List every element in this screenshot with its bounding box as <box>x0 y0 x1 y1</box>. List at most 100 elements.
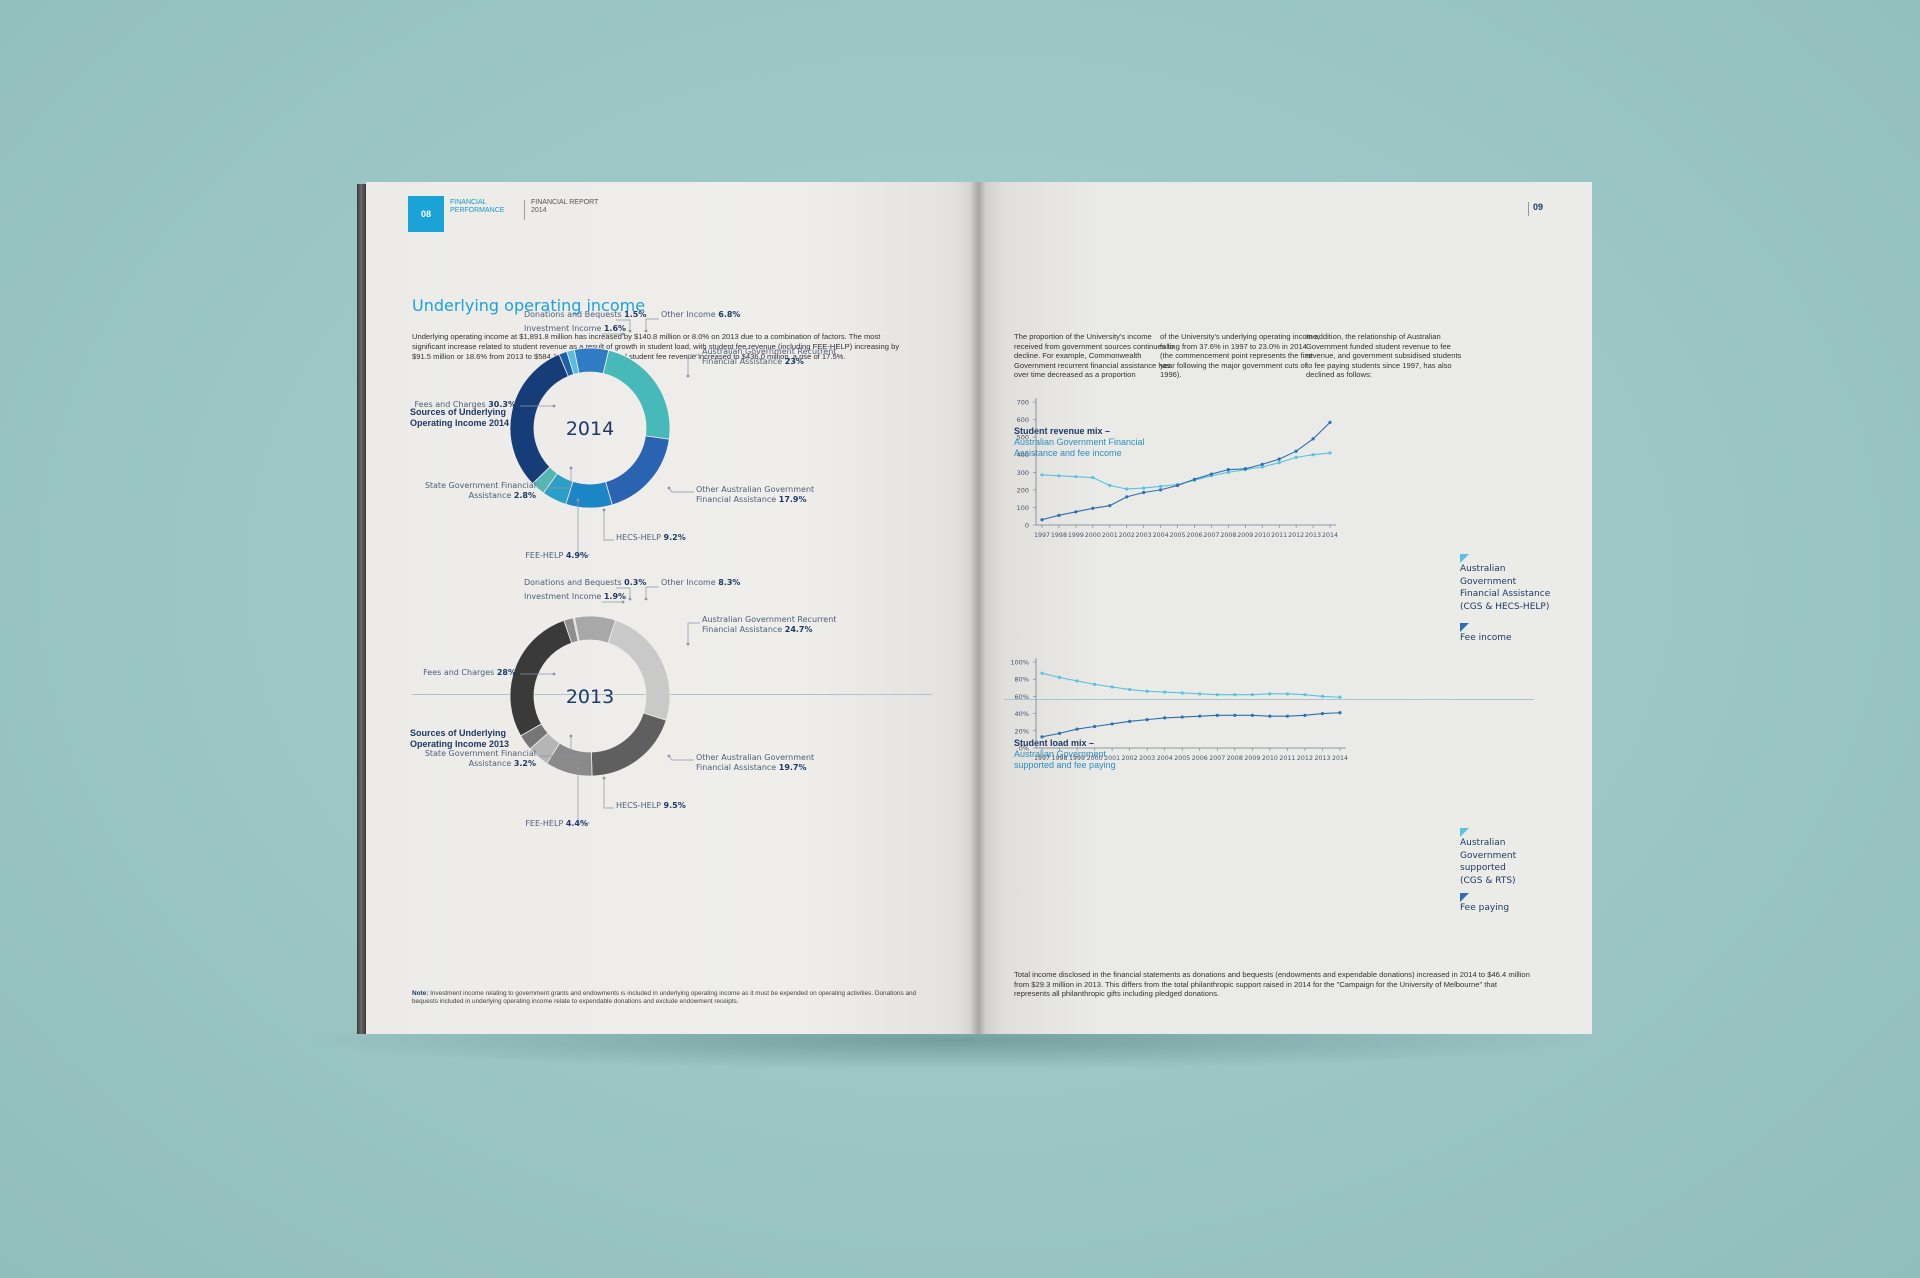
data-point <box>1250 693 1254 697</box>
donut-center-label: 2013 <box>566 686 614 708</box>
leader-line <box>603 510 614 541</box>
data-point <box>1142 490 1146 495</box>
donut-label-3: Australian Government Recurrent Financial… <box>702 615 836 634</box>
data-point <box>1158 484 1163 488</box>
donut-label-0: Donations and Bequests 1.5% <box>524 310 646 319</box>
leader-dot <box>686 374 690 378</box>
load-chart-subtitle-2: supported and fee paying <box>1014 760 1116 770</box>
x-tick-label: 2001 <box>1102 532 1118 539</box>
legend-fee: Fee income <box>1460 633 1512 643</box>
data-point <box>1110 685 1114 689</box>
x-tick-label: 1997 <box>1034 532 1050 539</box>
legend-supported-line4: (CGS & RTS) <box>1460 875 1516 886</box>
data-point <box>1294 455 1298 459</box>
donut-label-2: Other Income 8.3% <box>661 578 740 587</box>
data-point <box>1320 712 1325 716</box>
series-line-1 <box>1041 421 1331 521</box>
y-tick-label: 0 <box>1025 522 1029 530</box>
data-point <box>1260 465 1264 469</box>
donut-label-1: Investment Income 1.9% <box>524 592 626 601</box>
data-point <box>1277 461 1281 465</box>
x-tick-label: 2000 <box>1085 532 1101 539</box>
x-tick-label: 2007 <box>1203 532 1219 539</box>
donut-slice-other-australian-government-financial-assistance <box>590 712 667 777</box>
data-point <box>1277 457 1281 461</box>
donut-2013-title-line2: Operating Income 2013 <box>410 739 510 749</box>
legend-supported-line2: Government <box>1460 850 1517 861</box>
data-point <box>1303 713 1307 717</box>
load-legend: Australian Government supported (CGS & R… <box>1460 828 1516 915</box>
data-point <box>1128 719 1132 723</box>
data-point <box>1311 437 1315 441</box>
x-tick-label: 2010 <box>1262 755 1278 762</box>
donut-label-8: FEE-HELP 4.4% <box>525 819 588 828</box>
leader-dot <box>569 734 573 738</box>
data-point <box>1233 713 1237 717</box>
leader-line <box>668 487 694 493</box>
data-point <box>1074 510 1078 514</box>
x-tick-label: 2005 <box>1174 755 1190 762</box>
revenue-chart-title: Student revenue mix – Australian Governm… <box>1014 426 1145 459</box>
leader-dot <box>569 466 573 470</box>
leader-dot <box>621 332 625 336</box>
x-tick-label: 1998 <box>1052 755 1068 762</box>
spine-shadow <box>970 182 986 1034</box>
right-page: 09 The proportion of the University's in… <box>978 182 1592 1034</box>
y-tick-label: 400 <box>1017 451 1029 459</box>
x-tick-label: 2003 <box>1136 532 1152 539</box>
legend-supported-line1: Australian <box>1460 838 1506 848</box>
data-point <box>1057 513 1061 517</box>
data-point <box>1303 693 1307 697</box>
data-point <box>1074 475 1078 479</box>
donut-label-5: Other Australian Government Financial Ass… <box>696 753 814 772</box>
leader-dot <box>576 766 580 770</box>
leader-dot <box>621 600 625 604</box>
data-point <box>1198 692 1202 696</box>
data-point <box>1092 682 1097 686</box>
donut-label-7: HECS-HELP 9.5% <box>616 801 686 810</box>
donut-label-1: Investment Income 1.6% <box>524 324 626 333</box>
data-point <box>1328 451 1332 455</box>
donut-slice-donations-and-bequests <box>566 349 580 375</box>
data-point <box>1192 477 1197 481</box>
donut-center-label: 2014 <box>566 418 614 440</box>
donut-label-6: State Government Financial Assistance 3.2… <box>425 749 536 768</box>
series-line-0 <box>1041 672 1341 698</box>
data-point <box>1108 483 1112 488</box>
page-number-badge: 08 <box>408 196 444 232</box>
x-tick-label: 2009 <box>1244 755 1260 762</box>
data-point <box>1125 495 1129 499</box>
data-point <box>1145 689 1149 693</box>
leader-line <box>540 736 572 757</box>
leader-dot <box>602 776 606 780</box>
data-point <box>1268 714 1272 718</box>
intro-paragraph: Underlying operating income at $1,891.8 … <box>412 332 900 361</box>
x-tick-label: 2012 <box>1288 532 1304 539</box>
y-tick-label: 200 <box>1017 486 1029 494</box>
data-point <box>1180 691 1184 695</box>
leader-dot <box>644 597 648 601</box>
data-point <box>1243 467 1247 471</box>
x-tick-label: 2011 <box>1271 532 1287 539</box>
leader-line <box>616 587 631 599</box>
data-point <box>1260 462 1264 466</box>
legend-marker-feepaying <box>1460 893 1469 902</box>
data-point <box>1110 722 1114 726</box>
donut-chart-2014: 2014 Donations and Bequests 1.5% Investmen… <box>415 310 837 560</box>
leader-dot <box>552 672 556 676</box>
data-point <box>1142 486 1146 490</box>
x-tick-label: 2004 <box>1153 532 1169 539</box>
leader-dot <box>628 329 632 333</box>
data-point <box>1180 715 1184 719</box>
data-point <box>1091 506 1095 510</box>
text-column-3: In addition, the relationship of Austral… <box>1306 332 1462 380</box>
chart-rule <box>1004 699 1534 700</box>
y-tick-label: 100% <box>1010 659 1029 667</box>
leader-line <box>687 354 700 376</box>
data-point <box>1338 711 1342 715</box>
data-point <box>1125 487 1129 491</box>
section-label: FINANCIAL PERFORMANCE <box>450 199 505 214</box>
x-tick-label: 2014 <box>1322 532 1338 539</box>
donut-2013-title-line1: Sources of Underlying <box>410 728 507 738</box>
